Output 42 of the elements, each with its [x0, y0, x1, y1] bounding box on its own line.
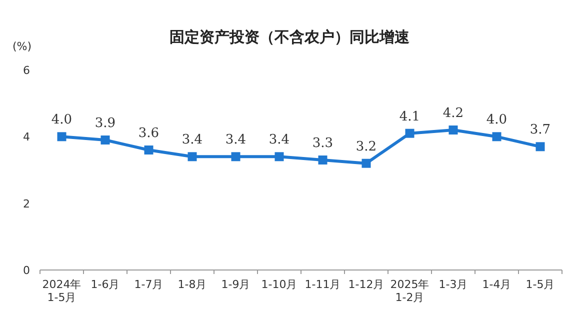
x-tick-label: 2024年 1-5月 — [42, 278, 82, 304]
data-label: 4.1 — [399, 109, 420, 124]
x-tick-label: 1-4月 — [482, 278, 512, 291]
point — [536, 142, 545, 152]
y-tick-label: 2 — [23, 197, 30, 210]
x-tick-label: 1-10月 — [261, 278, 298, 291]
data-label: 3.4 — [182, 132, 203, 148]
data-label: 3.6 — [138, 126, 160, 141]
point — [100, 136, 110, 144]
point — [448, 126, 458, 134]
y-tick-label: 6 — [23, 64, 30, 77]
x-tick-label: 1-6月 — [90, 278, 120, 291]
point — [405, 128, 414, 138]
y-axis-title: (%) — [12, 40, 32, 53]
y-tick-label: 0 — [23, 264, 30, 277]
x-tick-label: 1-8月 — [178, 278, 207, 291]
x-tick-label: 1-5月 — [526, 278, 555, 291]
data-label: 3.2 — [356, 139, 377, 154]
data-label: 4.2 — [442, 106, 464, 121]
x-tick-label: 2025年 1-2月 — [390, 278, 430, 304]
x-tick-label: 1-12月 — [348, 278, 384, 291]
x-tick-label: 1-9月 — [221, 278, 250, 291]
y-tick-label: 4 — [23, 130, 30, 144]
data-label: 3.9 — [94, 116, 116, 131]
point — [318, 156, 328, 164]
data-label: 4.0 — [51, 112, 72, 128]
point — [231, 152, 240, 162]
x-tick-label: 1-11月 — [304, 278, 341, 291]
point — [144, 146, 154, 154]
data-label: 3.4 — [225, 132, 246, 148]
point — [57, 132, 66, 142]
data-label: 3.4 — [268, 132, 290, 148]
x-tick-label: 1-3月 — [438, 278, 468, 291]
point — [188, 152, 197, 162]
point — [274, 152, 284, 162]
data-label: 3.7 — [530, 122, 551, 138]
data-label: 3.3 — [312, 136, 334, 151]
chart-title: 固定资产投资（不含农户）同比增速 — [170, 28, 410, 46]
x-tick-label: 1-7月 — [134, 278, 164, 291]
data-label: 4.0 — [486, 112, 508, 128]
point — [362, 158, 371, 168]
point — [492, 132, 502, 142]
